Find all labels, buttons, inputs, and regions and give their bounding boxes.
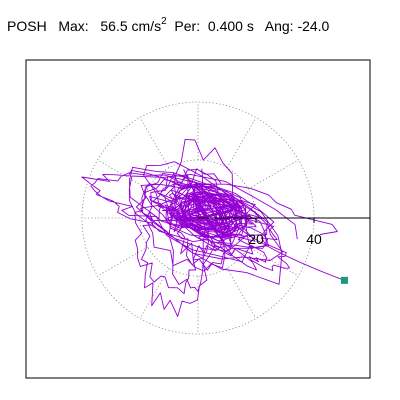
trace-segment-0 — [165, 169, 256, 247]
radial-axis: 20 40 — [198, 217, 370, 247]
grid-spoke-330 — [248, 246, 299, 277]
trace-segment-5 — [134, 172, 216, 317]
tick-label-40: 40 — [306, 231, 322, 247]
max-exponent: 2 — [161, 16, 167, 27]
max-label: Max: — [58, 18, 89, 34]
trace-tail — [226, 217, 345, 281]
end-marker — [340, 276, 348, 284]
trace-segment-4 — [164, 192, 291, 271]
grid-spoke-300 — [226, 268, 257, 319]
trace-segment-1 — [128, 161, 298, 285]
grid-spoke-120 — [139, 117, 170, 168]
trace-segment-2 — [81, 169, 338, 249]
angle-value: -24.0 — [297, 18, 330, 34]
grid-spoke-210 — [97, 246, 148, 277]
grid-spoke-150 — [97, 159, 148, 190]
station-header: POSH Max: 56.5 cm/s2 Per: 0.400 s Ang: -… — [7, 16, 330, 35]
trace-segment-3 — [145, 138, 237, 292]
grid-spoke-240 — [139, 268, 170, 319]
period-value: 0.400 s — [207, 18, 254, 34]
station-code: POSH — [7, 18, 47, 34]
grid-spoke-30 — [248, 159, 299, 190]
plot-frame — [25, 59, 371, 379]
end-marker-layer — [340, 276, 348, 284]
orbit-trace — [81, 138, 345, 317]
grid-spoke-60 — [226, 117, 257, 168]
max-value: 56.5 cm/s — [100, 18, 162, 34]
tick-label-20: 20 — [248, 231, 264, 247]
period-label: Per: — [174, 18, 201, 34]
angle-label: Ang: — [264, 18, 294, 34]
